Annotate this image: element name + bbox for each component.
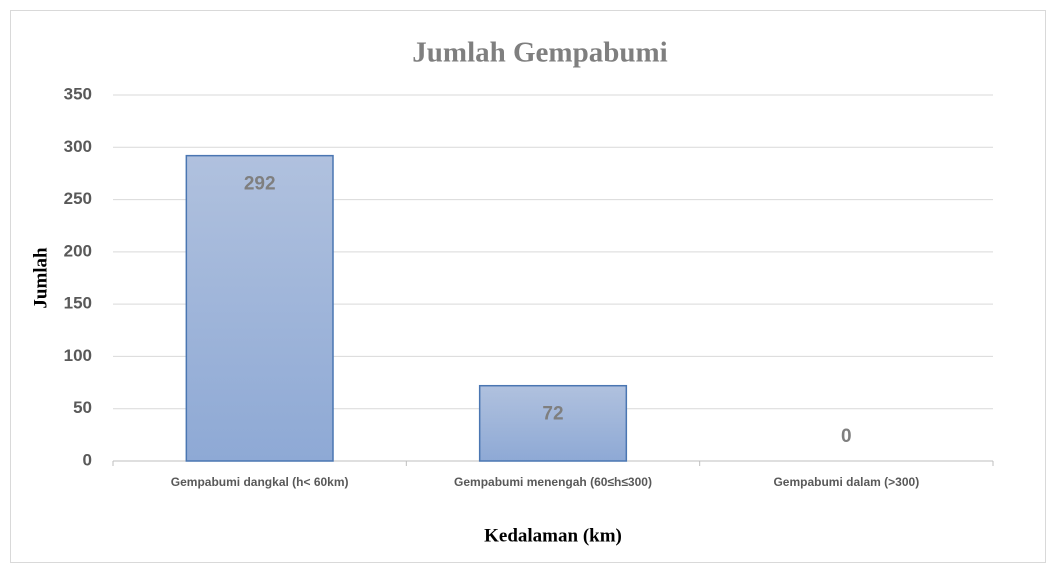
- y-tick-label: 250: [64, 189, 92, 208]
- y-tick-label: 100: [64, 346, 92, 365]
- data-label: 292: [244, 174, 276, 195]
- y-tick-label: 200: [64, 241, 92, 260]
- y-tick-label: 0: [83, 450, 92, 469]
- y-tick-label: 50: [73, 398, 92, 417]
- x-tick-label: Gempabumi dangkal (h< 60km): [171, 475, 349, 489]
- chart-title: Jumlah Gempabumi: [412, 37, 667, 69]
- y-tick-label: 300: [64, 137, 92, 156]
- y-tick-label: 150: [64, 294, 92, 313]
- chart-border: [10, 10, 1046, 563]
- x-tick-label: Gempabumi menengah (60≤h≤300): [454, 475, 652, 489]
- bar: [478, 384, 628, 462]
- y-tick-label: 350: [64, 84, 92, 103]
- x-tick-label: Gempabumi dalam (>300): [773, 475, 919, 489]
- bar: [185, 154, 334, 462]
- data-label: 72: [542, 404, 563, 425]
- data-label: 0: [841, 426, 852, 447]
- y-axis-label: Jumlah: [30, 247, 51, 309]
- x-axis-label: Kedalaman (km): [484, 525, 622, 546]
